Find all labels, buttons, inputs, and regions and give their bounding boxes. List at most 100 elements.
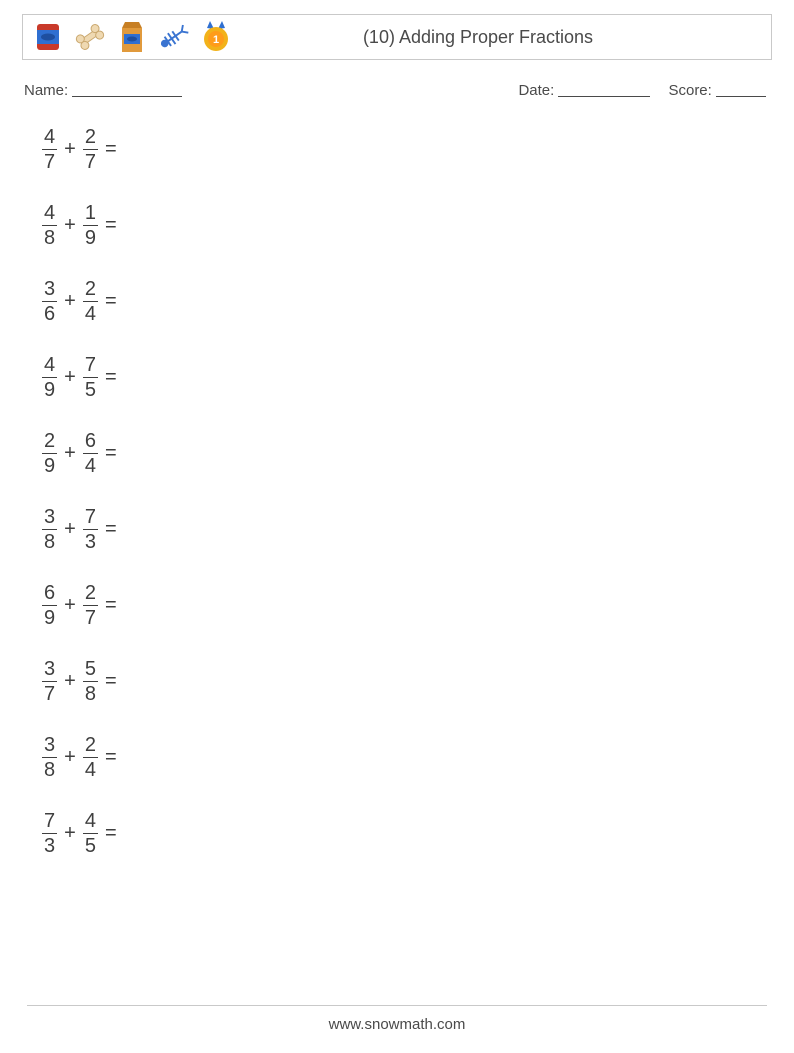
operator: + <box>64 746 76 769</box>
operator: + <box>64 214 76 237</box>
fraction-a: 37 <box>42 659 57 704</box>
numerator: 7 <box>83 507 98 527</box>
fishbone-icon <box>157 19 191 55</box>
equals-sign: = <box>105 442 117 465</box>
problem-row: 49+75= <box>42 351 772 403</box>
date-blank[interactable] <box>558 82 650 97</box>
denominator: 7 <box>42 152 57 172</box>
footer-text: www.snowmath.com <box>329 1016 466 1033</box>
score-blank[interactable] <box>716 82 766 97</box>
numerator: 3 <box>42 507 57 527</box>
fraction-bar <box>42 605 57 606</box>
numerator: 6 <box>83 431 98 451</box>
footer: www.snowmath.com <box>0 1005 794 1033</box>
denominator: 5 <box>83 380 98 400</box>
fraction-b: 19 <box>83 203 98 248</box>
fraction-b: 73 <box>83 507 98 552</box>
operator: + <box>64 138 76 161</box>
denominator: 3 <box>83 532 98 552</box>
numerator: 2 <box>83 583 98 603</box>
denominator: 7 <box>42 684 57 704</box>
bag-icon <box>115 19 149 55</box>
operator: + <box>64 366 76 389</box>
fraction-a: 47 <box>42 127 57 172</box>
numerator: 6 <box>42 583 57 603</box>
fraction-bar <box>42 757 57 758</box>
numerator: 3 <box>42 659 57 679</box>
equals-sign: = <box>105 290 117 313</box>
fraction-b: 24 <box>83 735 98 780</box>
denominator: 4 <box>83 760 98 780</box>
fraction-bar <box>83 377 98 378</box>
denominator: 8 <box>83 684 98 704</box>
problems-list: 47+27=48+19=36+24=49+75=29+64=38+73=69+2… <box>22 123 772 859</box>
fraction-bar <box>83 225 98 226</box>
denominator: 5 <box>83 836 98 856</box>
problem-row: 73+45= <box>42 807 772 859</box>
numerator: 3 <box>42 279 57 299</box>
numerator: 4 <box>42 203 57 223</box>
denominator: 6 <box>42 304 57 324</box>
worksheet-page: 1 (10) Adding Proper Fractions Name: Dat… <box>0 0 794 1053</box>
svg-text:1: 1 <box>213 34 219 46</box>
equals-sign: = <box>105 594 117 617</box>
denominator: 9 <box>42 608 57 628</box>
numerator: 7 <box>83 355 98 375</box>
fraction-bar <box>83 301 98 302</box>
problem-row: 47+27= <box>42 123 772 175</box>
operator: + <box>64 670 76 693</box>
fraction-bar <box>83 757 98 758</box>
fraction-a: 36 <box>42 279 57 324</box>
fraction-bar <box>42 453 57 454</box>
operator: + <box>64 442 76 465</box>
numerator: 2 <box>83 279 98 299</box>
operator: + <box>64 594 76 617</box>
equals-sign: = <box>105 366 117 389</box>
date-field: Date: <box>518 80 650 99</box>
problem-row: 69+27= <box>42 579 772 631</box>
numerator: 3 <box>42 735 57 755</box>
medal-icon: 1 <box>199 19 233 55</box>
fraction-bar <box>83 453 98 454</box>
operator: + <box>64 290 76 313</box>
fraction-a: 38 <box>42 507 57 552</box>
bone-icon <box>73 19 107 55</box>
score-label: Score: <box>668 82 711 99</box>
header-bar: 1 (10) Adding Proper Fractions <box>22 14 772 60</box>
fraction-b: 58 <box>83 659 98 704</box>
operator: + <box>64 518 76 541</box>
denominator: 9 <box>42 456 57 476</box>
fraction-bar <box>42 149 57 150</box>
problem-row: 38+73= <box>42 503 772 555</box>
denominator: 8 <box>42 532 57 552</box>
denominator: 7 <box>83 608 98 628</box>
fraction-bar <box>83 605 98 606</box>
numerator: 7 <box>42 811 57 831</box>
fraction-b: 27 <box>83 127 98 172</box>
fraction-a: 73 <box>42 811 57 856</box>
info-row: Name: Date: Score: <box>22 80 772 99</box>
name-blank[interactable] <box>72 82 182 97</box>
equals-sign: = <box>105 138 117 161</box>
fraction-b: 75 <box>83 355 98 400</box>
problem-row: 36+24= <box>42 275 772 327</box>
problem-row: 48+19= <box>42 199 772 251</box>
can-icon <box>31 19 65 55</box>
fraction-b: 27 <box>83 583 98 628</box>
denominator: 4 <box>83 456 98 476</box>
fraction-a: 48 <box>42 203 57 248</box>
numerator: 2 <box>83 127 98 147</box>
operator: + <box>64 822 76 845</box>
numerator: 5 <box>83 659 98 679</box>
fraction-bar <box>42 225 57 226</box>
name-field: Name: <box>24 80 518 99</box>
numerator: 4 <box>83 811 98 831</box>
worksheet-title: (10) Adding Proper Fractions <box>233 27 763 48</box>
fraction-bar <box>42 681 57 682</box>
score-field: Score: <box>668 80 766 99</box>
numerator: 2 <box>83 735 98 755</box>
denominator: 8 <box>42 228 57 248</box>
numerator: 4 <box>42 355 57 375</box>
denominator: 9 <box>83 228 98 248</box>
equals-sign: = <box>105 214 117 237</box>
